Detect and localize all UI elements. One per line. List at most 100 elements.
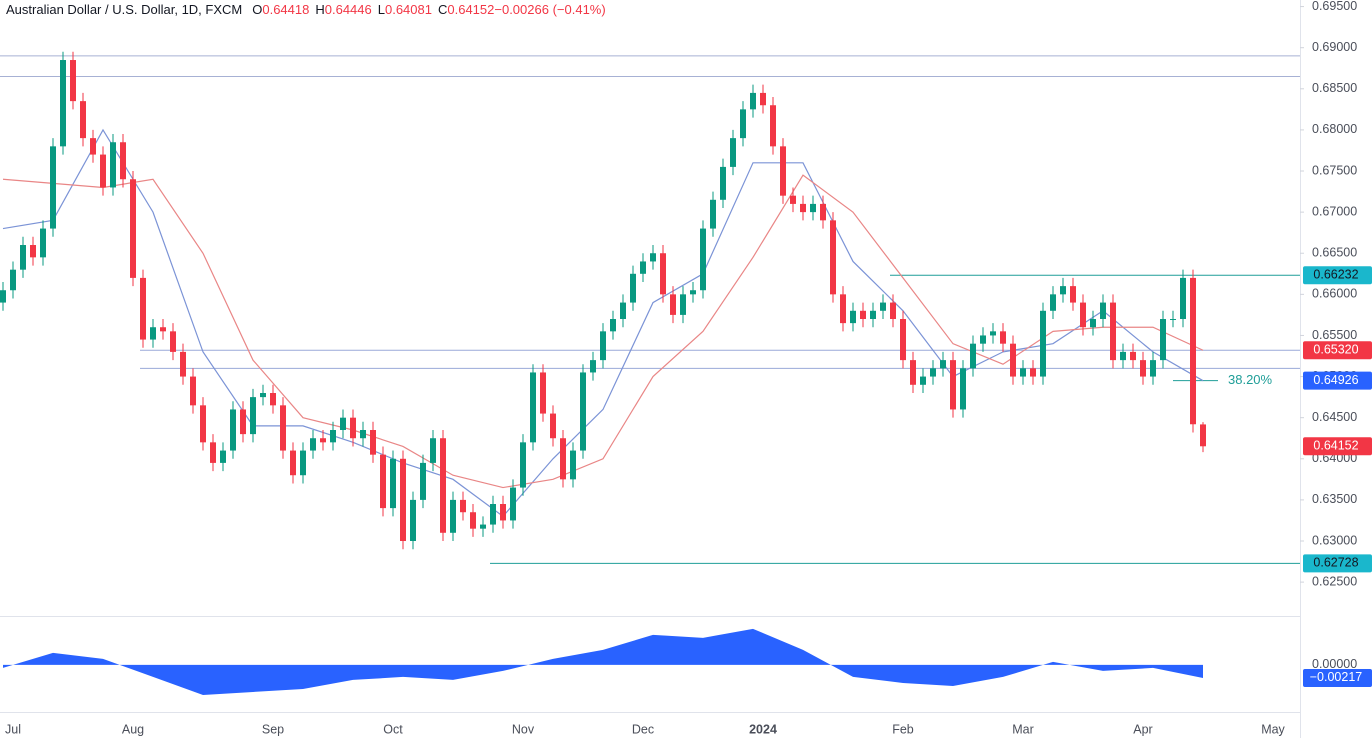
candle-body <box>750 92 756 110</box>
candle-body <box>940 360 946 369</box>
y-tick-label: 0.65500 <box>1312 328 1357 342</box>
candle-body <box>930 368 936 377</box>
candle-body <box>0 290 6 303</box>
header: Australian Dollar / U.S. Dollar, 1D, FXC… <box>6 2 606 17</box>
y-tick-label: 0.68500 <box>1312 81 1357 95</box>
candle-body <box>160 327 166 332</box>
candle-body <box>1180 277 1186 320</box>
candle-body <box>830 220 836 295</box>
symbol-title: Australian Dollar / U.S. Dollar, 1D, FXC… <box>6 2 242 17</box>
candle-body <box>1020 368 1026 377</box>
candle-body <box>1110 302 1116 361</box>
candle-body <box>180 351 186 377</box>
candle-body <box>900 319 906 361</box>
candle-body <box>530 372 536 443</box>
y-tick-label: 0.63500 <box>1312 492 1357 506</box>
candle-body <box>570 450 576 480</box>
candle-body <box>590 360 596 373</box>
candle-body <box>200 405 206 443</box>
candle-body <box>500 504 506 521</box>
candle-body <box>260 393 266 398</box>
candle-body <box>640 261 646 274</box>
candle-body <box>560 438 566 480</box>
stat-key: O <box>252 2 262 17</box>
candle-body <box>860 310 866 320</box>
candle-body <box>960 368 966 410</box>
candle-body <box>550 413 556 439</box>
candle-body <box>360 430 366 439</box>
candle-body <box>410 499 416 542</box>
stat-value: 0.64446 <box>325 2 372 17</box>
y-tick-label: 0.67500 <box>1312 163 1357 177</box>
x-tick-label: Oct <box>383 722 403 736</box>
candle-body <box>150 327 156 340</box>
stat-value: 0.64152 <box>447 2 494 17</box>
level-label: 0.66232 <box>1313 268 1358 282</box>
candle-body <box>130 179 136 278</box>
candle-body <box>170 331 176 352</box>
candle-body <box>350 417 356 439</box>
candle-body <box>690 290 696 295</box>
candle-body <box>620 302 626 320</box>
candle-body <box>230 409 236 451</box>
candle-body <box>730 138 736 167</box>
last-price-label: 0.64152 <box>1313 439 1358 453</box>
candle-body <box>340 417 346 431</box>
candle-body <box>1150 360 1156 377</box>
candle-body <box>320 438 326 443</box>
candle-body <box>1160 319 1166 361</box>
candle-body <box>1080 302 1086 328</box>
candle-body <box>270 393 276 406</box>
header-text: Australian Dollar / U.S. Dollar, 1D, FXC… <box>6 2 606 17</box>
candle-body <box>240 409 246 435</box>
last-price-badge <box>1303 437 1372 456</box>
candle-body <box>10 269 16 291</box>
ma-badge <box>1303 341 1372 360</box>
stat-key: C <box>438 2 447 17</box>
ma-badge <box>1303 371 1372 390</box>
osc-badge <box>1303 668 1372 687</box>
level-label: 0.62728 <box>1313 556 1358 570</box>
candle-body <box>910 360 916 385</box>
candle-body <box>1000 331 1006 344</box>
candle-body <box>800 203 806 213</box>
x-tick-label: May <box>1261 722 1285 736</box>
candle-body <box>880 302 886 311</box>
stat-value: −0.00266 (−0.41%) <box>494 2 605 17</box>
x-tick-label: Sep <box>262 722 284 736</box>
candle-body <box>490 504 496 525</box>
candle-body <box>920 376 926 385</box>
osc-tick-label: 0.00000 <box>1312 657 1357 671</box>
x-tick-label: Dec <box>632 722 654 736</box>
candle-body <box>820 203 826 221</box>
candle-body <box>1010 343 1016 377</box>
x-tick-label: Feb <box>892 722 914 736</box>
stat-key: H <box>315 2 324 17</box>
candle-body <box>190 376 196 406</box>
candle-body <box>540 372 546 414</box>
candle-body <box>650 253 656 262</box>
candle-body <box>330 430 336 443</box>
candle-body <box>40 228 46 258</box>
candle-body <box>850 310 856 324</box>
candle-body <box>810 203 816 213</box>
candle-body <box>1120 351 1126 361</box>
candle-body <box>950 360 956 410</box>
candle-body <box>1060 286 1066 295</box>
candle-body <box>290 450 296 476</box>
candle-body <box>710 199 716 229</box>
candle-body <box>450 499 456 533</box>
candle-body <box>840 294 846 324</box>
level-badge <box>1303 266 1372 285</box>
oscillator-pane <box>3 628 1203 695</box>
y-tick-label: 0.63000 <box>1312 533 1357 547</box>
candle-body <box>1100 302 1106 320</box>
candle-body <box>210 442 216 463</box>
candle-body <box>980 335 986 344</box>
candle-body <box>780 146 786 196</box>
axes: 0.625000.630000.635000.640000.645000.650… <box>5 0 1372 736</box>
candle-body <box>740 109 746 139</box>
y-tick-label: 0.64500 <box>1312 410 1357 424</box>
